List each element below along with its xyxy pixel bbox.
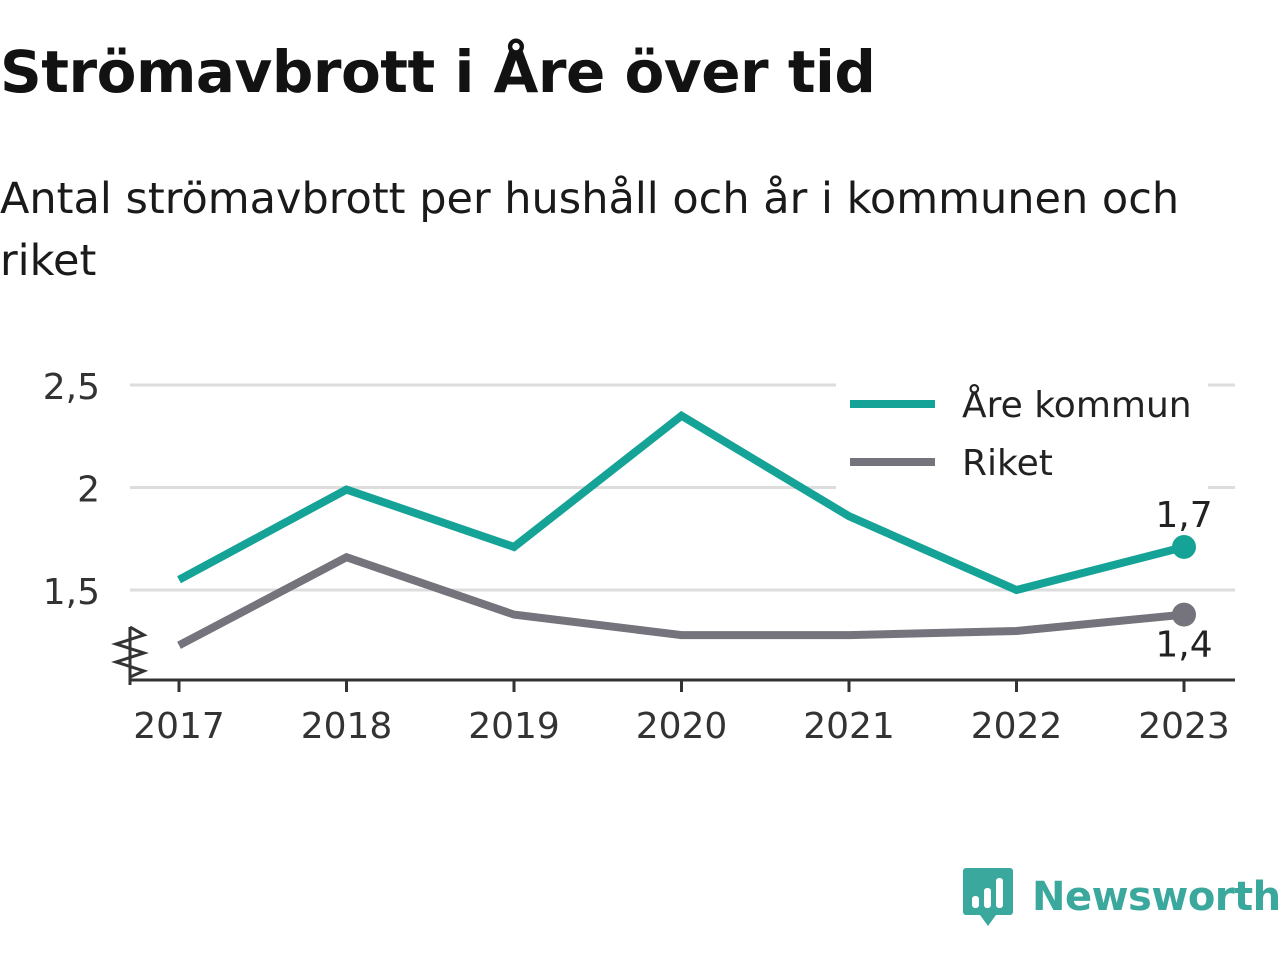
x-tick-label: 2023 [1138, 706, 1230, 747]
end-value-label: 1,7 [1155, 495, 1212, 536]
legend-label: Åre kommun [962, 383, 1192, 426]
axes: 1,5 2 2,5 2017 2018 2019 2020 2021 2022 2023 [43, 367, 1235, 747]
series-lines [177, 410, 1196, 649]
y-tick-label: 1,5 [43, 572, 100, 613]
x-tick-label: 2022 [971, 706, 1063, 747]
x-tick-label: 2019 [468, 706, 560, 747]
chart-title: Strömavbrott i Åre över tid [0, 38, 876, 106]
end-value-label: 1,4 [1155, 625, 1212, 666]
legend: Åre kommun Riket [836, 380, 1208, 492]
series-line-riket [177, 552, 1185, 649]
end-point-marker [1172, 534, 1196, 559]
axis-break-icon [111, 625, 149, 679]
y-tick-label: 2,5 [43, 367, 100, 408]
x-tick-label: 2020 [636, 706, 728, 747]
chart-subtitle: Antal strömavbrott per hushåll och år i … [0, 174, 1180, 286]
x-tick-label: 2021 [803, 706, 895, 747]
legend-box [836, 380, 1208, 492]
newsworthy-logo: Newsworthy [962, 862, 1280, 932]
series-line-are-kommun [177, 410, 1185, 595]
data-labels: 1,7 1,4 [1155, 495, 1212, 666]
x-tick-label: 2018 [301, 706, 393, 747]
legend-label: Riket [962, 443, 1053, 484]
brand-name: Newsworthy [1032, 874, 1280, 920]
end-point-marker [1172, 602, 1196, 627]
x-tick-label: 2017 [133, 706, 225, 747]
y-tick-label: 2 [77, 470, 100, 511]
bar-chart-speech-bubble-icon [963, 868, 1013, 926]
